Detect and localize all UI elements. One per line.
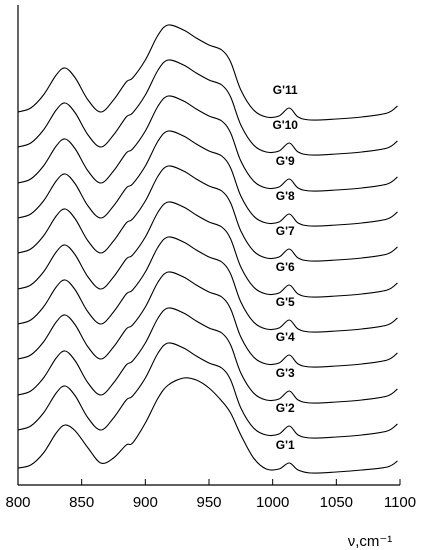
spectrum-line [17, 377, 398, 474]
spectrum-line [17, 165, 398, 262]
series-label: G'3 [276, 366, 295, 380]
spectrum-line [17, 59, 398, 156]
series-label: G'2 [276, 401, 295, 415]
series-label: G'11 [273, 83, 298, 97]
spectrum-line [17, 307, 398, 404]
x-axis-label: ν,cm⁻¹ [348, 533, 393, 550]
spectrum-line [17, 95, 398, 192]
x-tick-label: 850 [69, 494, 94, 511]
spectrum-line [17, 130, 398, 227]
series-label: G'1 [276, 438, 295, 452]
spectrum-line [17, 271, 398, 368]
x-tick-label: 1100 [384, 494, 416, 511]
spectrum-line [17, 201, 398, 298]
spectrum-line [17, 236, 398, 333]
series-label: G'8 [276, 189, 295, 203]
spectrum-line [17, 342, 398, 439]
x-tick-label: 800 [5, 494, 30, 511]
x-tick-label: 1000 [256, 494, 289, 511]
x-tick-label: 950 [196, 494, 221, 511]
series-label: G'5 [276, 295, 295, 309]
series-label: G'6 [276, 260, 295, 274]
series-label: G'9 [276, 154, 295, 168]
x-tick-label: 900 [133, 494, 158, 511]
series-label: G'4 [276, 330, 295, 344]
series-label: G'10 [272, 118, 298, 132]
x-tick-label: 1050 [320, 494, 353, 511]
spectrum-line [17, 24, 398, 121]
series-label: G'7 [276, 224, 295, 238]
